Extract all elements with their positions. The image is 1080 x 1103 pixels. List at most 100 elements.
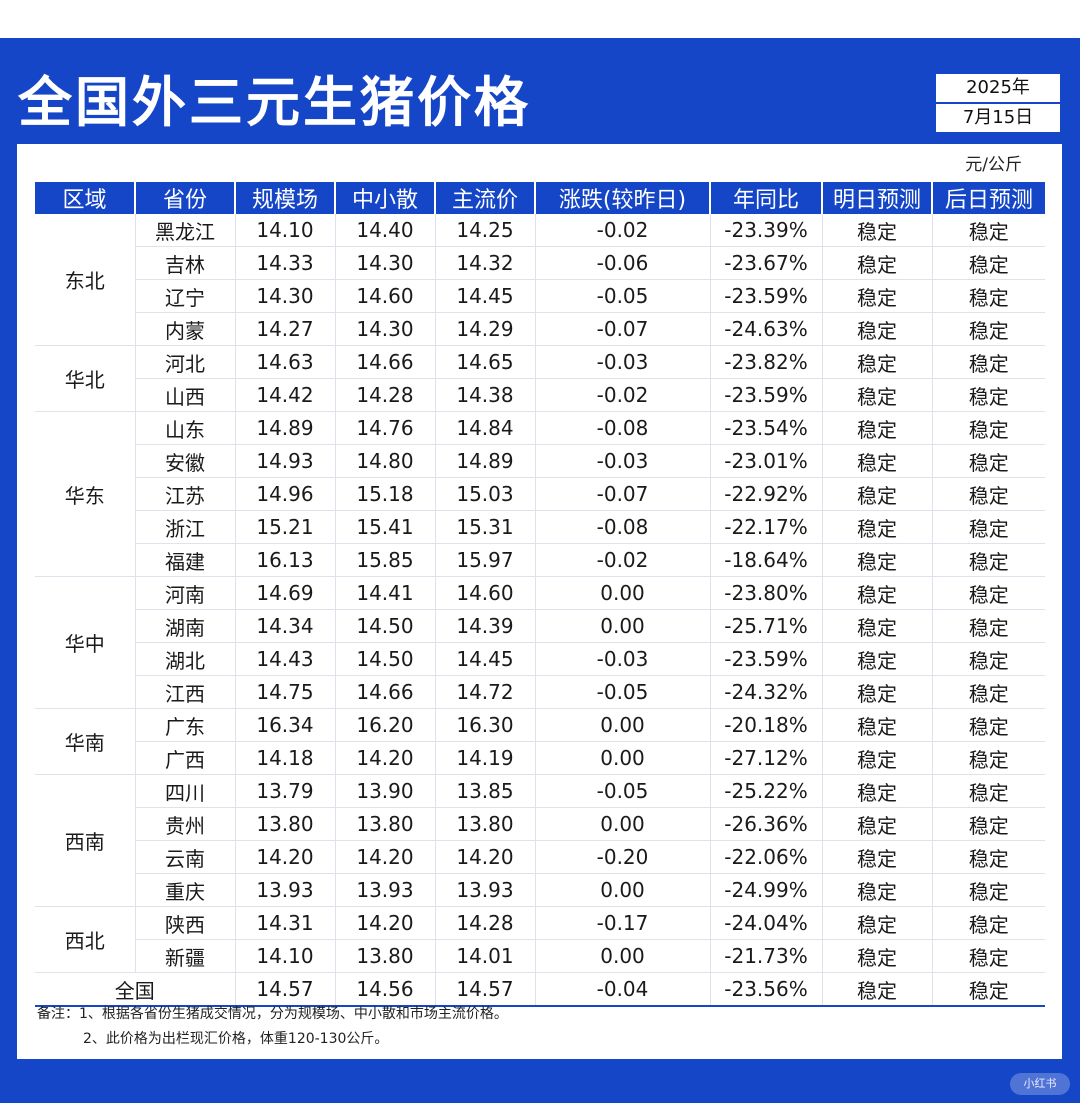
large-farm-cell: 14.27 bbox=[234, 312, 335, 346]
header-province: 省份 bbox=[134, 182, 235, 214]
table-row: 重庆 13.93 13.93 13.93 0.00 -24.99% 稳定 稳定 bbox=[35, 873, 1045, 907]
change-cell: -0.05 bbox=[534, 675, 710, 709]
small-farm-cell: 14.20 bbox=[334, 906, 435, 940]
tomorrow-forecast-cell: 稳定 bbox=[821, 840, 932, 874]
table-row: 湖南 14.34 14.50 14.39 0.00 -25.71% 稳定 稳定 bbox=[35, 609, 1045, 643]
watermark-logo: 小红书 bbox=[1010, 1073, 1070, 1095]
yoy-cell: -23.59% bbox=[709, 378, 822, 412]
yoy-cell: -25.22% bbox=[709, 774, 822, 808]
small-farm-cell: 15.85 bbox=[334, 543, 435, 577]
date-day: 7月15日 bbox=[962, 107, 1034, 128]
large-farm-cell: 14.75 bbox=[234, 675, 335, 709]
mainstream-cell: 15.97 bbox=[434, 543, 535, 577]
mainstream-cell: 14.84 bbox=[434, 411, 535, 445]
table-row: 内蒙 14.27 14.30 14.29 -0.07 -24.63% 稳定 稳定 bbox=[35, 312, 1045, 346]
large-farm-cell: 13.80 bbox=[234, 807, 335, 841]
yoy-cell: -24.63% bbox=[709, 312, 822, 346]
small-farm-cell: 14.60 bbox=[334, 279, 435, 313]
change-cell: -0.07 bbox=[534, 477, 710, 511]
region-cell: 西南 bbox=[35, 774, 135, 907]
tomorrow-forecast-cell: 稳定 bbox=[821, 906, 932, 940]
region-cell: 华北 bbox=[35, 345, 135, 412]
small-farm-cell: 14.28 bbox=[334, 378, 435, 412]
large-farm-cell: 14.93 bbox=[234, 444, 335, 478]
mainstream-cell: 14.65 bbox=[434, 345, 535, 379]
province-cell: 云南 bbox=[134, 840, 235, 874]
national-label-cell: 全国 bbox=[35, 972, 235, 1007]
small-farm-cell: 14.40 bbox=[334, 214, 435, 247]
table-row: 吉林 14.33 14.30 14.32 -0.06 -23.67% 稳定 稳定 bbox=[35, 246, 1045, 280]
table-row: 山西 14.42 14.28 14.38 -0.02 -23.59% 稳定 稳定 bbox=[35, 378, 1045, 412]
yoy-cell: -23.82% bbox=[709, 345, 822, 379]
small-farm-cell: 14.30 bbox=[334, 312, 435, 346]
region-cell: 西北 bbox=[35, 906, 135, 973]
small-farm-cell: 14.41 bbox=[334, 576, 435, 610]
tomorrow-forecast-cell: 稳定 bbox=[821, 609, 932, 643]
change-cell: -0.06 bbox=[534, 246, 710, 280]
small-farm-cell: 15.18 bbox=[334, 477, 435, 511]
yoy-cell: -23.01% bbox=[709, 444, 822, 478]
mainstream-cell: 14.45 bbox=[434, 279, 535, 313]
table-row: 浙江 15.21 15.41 15.31 -0.08 -22.17% 稳定 稳定 bbox=[35, 510, 1045, 544]
small-farm-cell: 14.30 bbox=[334, 246, 435, 280]
small-farm-cell: 16.20 bbox=[334, 708, 435, 742]
table-row: 西北 陕西 14.31 14.20 14.28 -0.17 -24.04% 稳定 稳定 bbox=[35, 906, 1045, 973]
large-farm-cell: 14.96 bbox=[234, 477, 335, 511]
table-row: 湖北 14.43 14.50 14.45 -0.03 -23.59% 稳定 稳定 bbox=[35, 642, 1045, 676]
large-farm-cell: 14.10 bbox=[234, 214, 335, 247]
date-box: 2025年 7月15日 bbox=[934, 72, 1062, 134]
mainstream-cell: 13.93 bbox=[434, 873, 535, 907]
province-cell: 河南 bbox=[134, 576, 235, 610]
table-row: 福建 16.13 15.85 15.97 -0.02 -18.64% 稳定 稳定 bbox=[35, 543, 1045, 577]
mainstream-cell: 14.28 bbox=[434, 906, 535, 940]
large-farm-cell: 14.31 bbox=[234, 906, 335, 940]
national-dayafter-cell: 稳定 bbox=[931, 972, 1045, 1007]
yoy-cell: -24.04% bbox=[709, 906, 822, 940]
large-farm-cell: 14.42 bbox=[234, 378, 335, 412]
yoy-cell: -24.32% bbox=[709, 675, 822, 709]
national-change-cell: -0.04 bbox=[534, 972, 710, 1007]
tomorrow-forecast-cell: 稳定 bbox=[821, 576, 932, 610]
tomorrow-forecast-cell: 稳定 bbox=[821, 214, 932, 247]
note-2: 2、此价格为出栏现汇价格，体重120-130公斤。 bbox=[83, 1031, 389, 1047]
dayafter-forecast-cell: 稳定 bbox=[931, 477, 1045, 511]
table-row: 江苏 14.96 15.18 15.03 -0.07 -22.92% 稳定 稳定 bbox=[35, 477, 1045, 511]
small-farm-cell: 14.80 bbox=[334, 444, 435, 478]
mainstream-cell: 13.80 bbox=[434, 807, 535, 841]
yoy-cell: -23.80% bbox=[709, 576, 822, 610]
dayafter-forecast-cell: 稳定 bbox=[931, 411, 1045, 445]
change-cell: 0.00 bbox=[534, 807, 710, 841]
province-cell: 江苏 bbox=[134, 477, 235, 511]
yoy-cell: -22.17% bbox=[709, 510, 822, 544]
mainstream-cell: 14.25 bbox=[434, 214, 535, 247]
province-cell: 福建 bbox=[134, 543, 235, 577]
large-farm-cell: 13.93 bbox=[234, 873, 335, 907]
mainstream-cell: 14.32 bbox=[434, 246, 535, 280]
table-row: 华南 广东 16.34 16.20 16.30 0.00 -20.18% 稳定 稳定 bbox=[35, 708, 1045, 775]
tomorrow-forecast-cell: 稳定 bbox=[821, 246, 932, 280]
unit-label: 元/公斤 bbox=[965, 155, 1022, 175]
province-cell: 四川 bbox=[134, 774, 235, 808]
header-tomorrow: 明日预测 bbox=[821, 182, 932, 214]
province-cell: 湖南 bbox=[134, 609, 235, 643]
region-cell: 华中 bbox=[35, 576, 135, 709]
change-cell: 0.00 bbox=[534, 741, 710, 775]
table-header-row: 区域 省份 规模场 中小散 主流价 涨跌(较昨日) 年同比 明日预测 后日预测 bbox=[35, 182, 1045, 214]
change-cell: -0.08 bbox=[534, 411, 710, 445]
small-farm-cell: 14.50 bbox=[334, 642, 435, 676]
small-farm-cell: 13.93 bbox=[334, 873, 435, 907]
small-farm-cell: 14.20 bbox=[334, 741, 435, 775]
province-cell: 山东 bbox=[134, 411, 235, 445]
province-cell: 辽宁 bbox=[134, 279, 235, 313]
dayafter-forecast-cell: 稳定 bbox=[931, 543, 1045, 577]
table-row: 华东 山东 14.89 14.76 14.84 -0.08 -23.54% 稳定 稳定 bbox=[35, 411, 1045, 577]
tomorrow-forecast-cell: 稳定 bbox=[821, 642, 932, 676]
province-cell: 江西 bbox=[134, 675, 235, 709]
change-cell: 0.00 bbox=[534, 873, 710, 907]
tomorrow-forecast-cell: 稳定 bbox=[821, 807, 932, 841]
province-cell: 黑龙江 bbox=[134, 214, 235, 247]
province-cell: 陕西 bbox=[134, 906, 235, 940]
national-mainstream-cell: 14.57 bbox=[434, 972, 535, 1007]
change-cell: -0.05 bbox=[534, 774, 710, 808]
large-farm-cell: 14.18 bbox=[234, 741, 335, 775]
